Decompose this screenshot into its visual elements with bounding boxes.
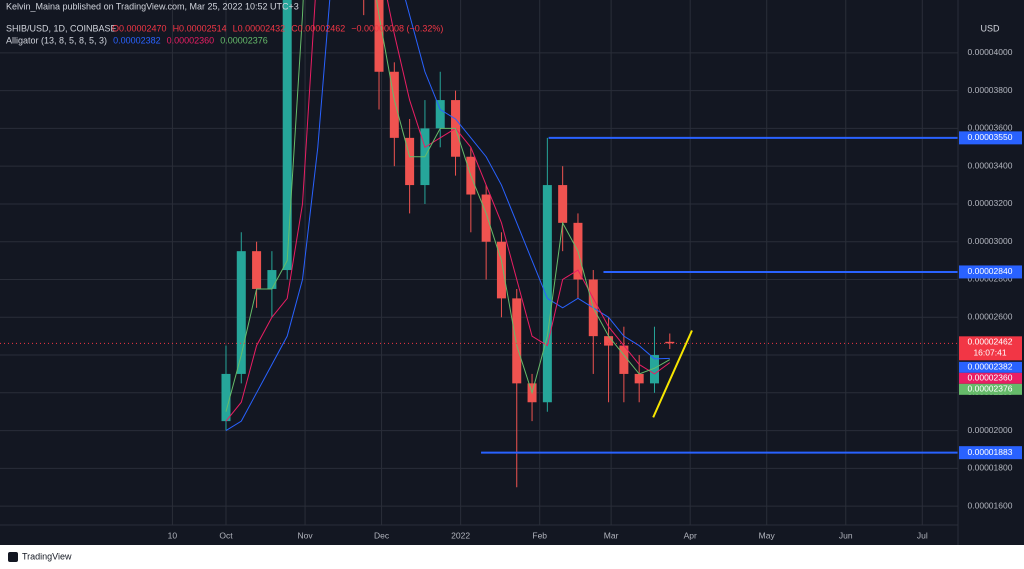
candle-body <box>665 341 675 344</box>
author-line: Kelvin_Maina published on TradingView.co… <box>6 1 299 11</box>
x-tick-label: Feb <box>532 530 547 540</box>
logo <box>8 552 18 562</box>
indicator-price-box <box>959 372 1022 384</box>
grid <box>0 0 958 525</box>
y-tick-label: 0.00003800 <box>968 85 1013 95</box>
x-tick-label: Nov <box>297 530 313 540</box>
ohlc-value: H0.00002514 <box>173 23 227 33</box>
ohlc-value: L0.00002432 <box>233 23 286 33</box>
candle-body <box>282 0 292 271</box>
ohlc-value: C0.00002462 <box>291 23 345 33</box>
x-tick-label: Jun <box>839 530 853 540</box>
candle-body <box>405 137 415 186</box>
last-price-label: 0.00002462 <box>968 337 1013 347</box>
indicator-legend-value: 0.00002360 <box>167 35 215 45</box>
x-tick-label: 10 <box>168 530 178 540</box>
y-tick-label: 0.00003600 <box>968 123 1013 133</box>
y-tick-label: 0.00002600 <box>968 312 1013 322</box>
candle-body <box>619 345 629 374</box>
y-tick-label: 0.00001800 <box>968 463 1013 473</box>
level-label: 0.00003550 <box>968 132 1013 142</box>
y-tick-label: 0.00002000 <box>968 425 1013 435</box>
indicator-label: Alligator (13, 8, 5, 8, 5, 3) <box>6 35 107 45</box>
indicator-values: 0.00002382 0.00002360 0.00002376 <box>113 35 268 45</box>
indicator-line <box>225 0 671 412</box>
level-label: 0.00002840 <box>968 266 1013 276</box>
countdown: 16:07:41 <box>973 348 1006 358</box>
last-price-box <box>959 336 1022 361</box>
trendline <box>652 330 693 418</box>
x-tick-label: Dec <box>374 530 390 540</box>
candle-body <box>512 298 522 384</box>
symbol: SHIB/USD, 1D, COINBASE <box>6 23 117 33</box>
y-tick-label: 0.00002800 <box>968 274 1013 284</box>
x-tick-label: Apr <box>684 530 697 540</box>
candle-body <box>558 185 568 223</box>
indicator-line <box>225 0 671 422</box>
y-tick-label: 0.00003400 <box>968 160 1013 170</box>
y-tick-label: 0.00004000 <box>968 47 1013 57</box>
x-tick-label: 2022 <box>451 530 470 540</box>
axes: 0.000016000.000018000.000020000.00002200… <box>168 47 1022 540</box>
indicator-legend-value: 0.00002382 <box>113 35 161 45</box>
indicator-price-box <box>959 383 1022 395</box>
y-tick-label: 0.00001600 <box>968 500 1013 510</box>
candle-body <box>496 241 506 299</box>
indicator-price-label: 0.00002382 <box>968 362 1013 372</box>
indicator-price-label: 0.00002360 <box>968 373 1013 383</box>
level-label-box <box>959 446 1022 460</box>
y-tick-label: 0.00003000 <box>968 236 1013 246</box>
candle-body <box>389 71 399 138</box>
level-label-box <box>959 131 1022 145</box>
candle-body <box>481 194 491 242</box>
x-tick-label: May <box>759 530 776 540</box>
currency: USD <box>980 23 1000 33</box>
candle-body <box>604 336 614 346</box>
x-tick-label: Mar <box>604 530 619 540</box>
footer-brand: TradingView <box>22 551 72 561</box>
ohlc-legend: O0.00002470 H0.00002514 L0.00002432 C0.0000… <box>112 23 443 33</box>
y-tick-label: 0.00003200 <box>968 198 1013 208</box>
indicator-price-label: 0.00002376 <box>968 384 1013 394</box>
candle-body <box>252 251 262 289</box>
indicator-legend-value: 0.00002376 <box>220 35 268 45</box>
x-tick-label: Oct <box>219 530 233 540</box>
candle-body <box>435 100 445 129</box>
candle-body <box>236 251 246 374</box>
candle-body <box>267 270 277 289</box>
ohlc-value: O0.00002470 <box>112 23 167 33</box>
ohlc-value: −0.00000008 (−0.32%) <box>351 23 443 33</box>
candle-body <box>649 355 659 384</box>
candle-body <box>221 373 231 422</box>
footer-bar <box>0 545 1024 569</box>
indicator-price-box <box>959 361 1022 373</box>
candle-body <box>634 373 644 384</box>
plot-area <box>0 0 958 488</box>
level-label: 0.00001883 <box>968 447 1013 457</box>
candle-body <box>374 0 384 72</box>
x-tick-label: Jul <box>917 530 928 540</box>
indicator-line <box>225 0 670 432</box>
level-label-box <box>959 265 1022 279</box>
candle-body <box>542 185 552 403</box>
